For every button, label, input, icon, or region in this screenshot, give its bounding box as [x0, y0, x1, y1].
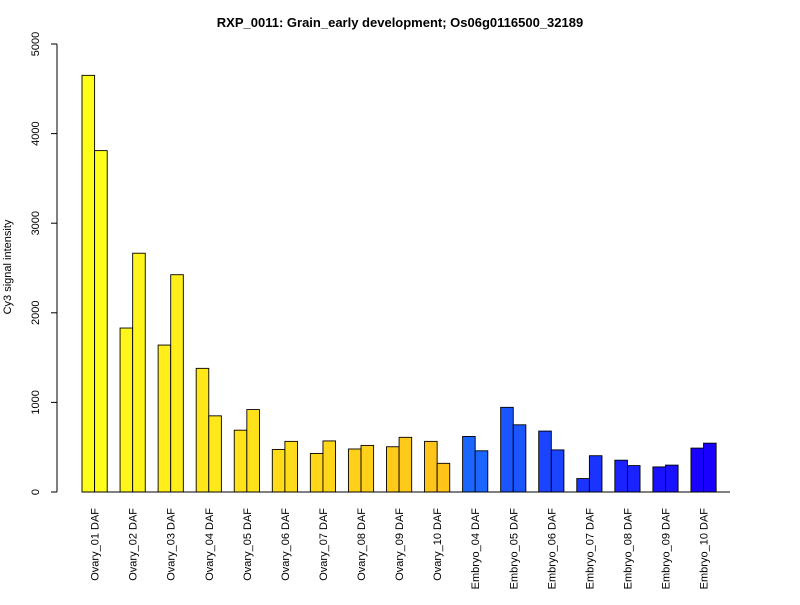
bar-11-1	[462, 436, 476, 493]
x-tick-label: Ovary_03 DAF	[166, 508, 178, 581]
y-tick-label: 0	[30, 489, 42, 495]
x-tick-label: Ovary_07 DAF	[318, 508, 330, 581]
bars-layer	[81, 74, 717, 493]
y-tick-label: 2000	[30, 301, 42, 325]
x-tick-label: Ovary_08 DAF	[356, 508, 368, 581]
x-tick-label: Ovary_06 DAF	[280, 508, 292, 581]
y-tick-label: 4000	[30, 121, 42, 145]
bar-15-2	[626, 465, 641, 493]
bar-7-2	[322, 440, 337, 493]
y-tick-label: 3000	[30, 211, 42, 235]
bar-14-1	[576, 478, 590, 493]
bar-12-2	[512, 424, 527, 493]
bar-5-2	[246, 409, 260, 493]
bar-3-2	[170, 274, 184, 493]
bar-9-2	[398, 436, 413, 493]
bar-16-2	[665, 464, 679, 493]
bar-2-2	[132, 252, 146, 493]
bar-16-1	[652, 466, 666, 493]
x-tick-label: Ovary_05 DAF	[242, 508, 254, 581]
bar-6-2	[284, 440, 298, 493]
bar-5-1	[233, 429, 248, 493]
bar-1-2	[94, 150, 108, 493]
bar-10-2	[436, 462, 451, 493]
bar-2-1	[119, 327, 134, 493]
bar-8-1	[347, 448, 362, 493]
y-tick-label: 1000	[30, 390, 42, 414]
y-axis: 0 1000 2000 3000 4000 5000	[30, 32, 58, 495]
bar-11-2	[474, 450, 489, 493]
x-tick-label: Embryo_09 DAF	[661, 508, 673, 590]
bar-15-1	[614, 459, 628, 493]
x-tick-label: Ovary_04 DAF	[204, 508, 216, 581]
bar-9-1	[386, 446, 400, 493]
bar-13-2	[550, 449, 565, 493]
chart-title: RXP_0011: Grain_early development; Os06g…	[217, 15, 583, 30]
bar-14-2	[588, 455, 603, 493]
bar-1-1	[81, 74, 96, 493]
bar-3-1	[157, 344, 172, 493]
x-tick-label: Ovary_09 DAF	[394, 508, 406, 581]
bar-13-1	[538, 430, 552, 493]
x-tick-label: Embryo_10 DAF	[699, 508, 711, 590]
bar-7-1	[309, 453, 324, 493]
bar-8-2	[360, 444, 375, 493]
bar-17-1	[690, 447, 705, 493]
bar-17-2	[703, 442, 717, 493]
bar-12-1	[500, 406, 514, 493]
x-axis: Ovary_01 DAF Ovary_02 DAF Ovary_03 DAF Ovar…	[82, 491, 730, 590]
x-tick-label: Embryo_07 DAF	[584, 508, 596, 590]
y-tick-label: 5000	[30, 32, 42, 56]
x-tick-label: Embryo_05 DAF	[508, 508, 520, 590]
x-tick-label: Embryo_06 DAF	[546, 508, 558, 590]
x-tick-label: Ovary_10 DAF	[432, 508, 444, 581]
bar-6-1	[271, 448, 286, 493]
bar-4-2	[208, 415, 222, 493]
x-tick-label: Ovary_01 DAF	[90, 508, 102, 581]
x-tick-label: Embryo_08 DAF	[622, 508, 634, 590]
bar-10-1	[424, 440, 438, 493]
y-axis-label: Cy3 signal intensity	[2, 219, 14, 314]
bar-4-1	[195, 367, 210, 493]
x-tick-label: Embryo_04 DAF	[470, 508, 482, 590]
x-tick-label: Ovary_02 DAF	[128, 508, 140, 581]
